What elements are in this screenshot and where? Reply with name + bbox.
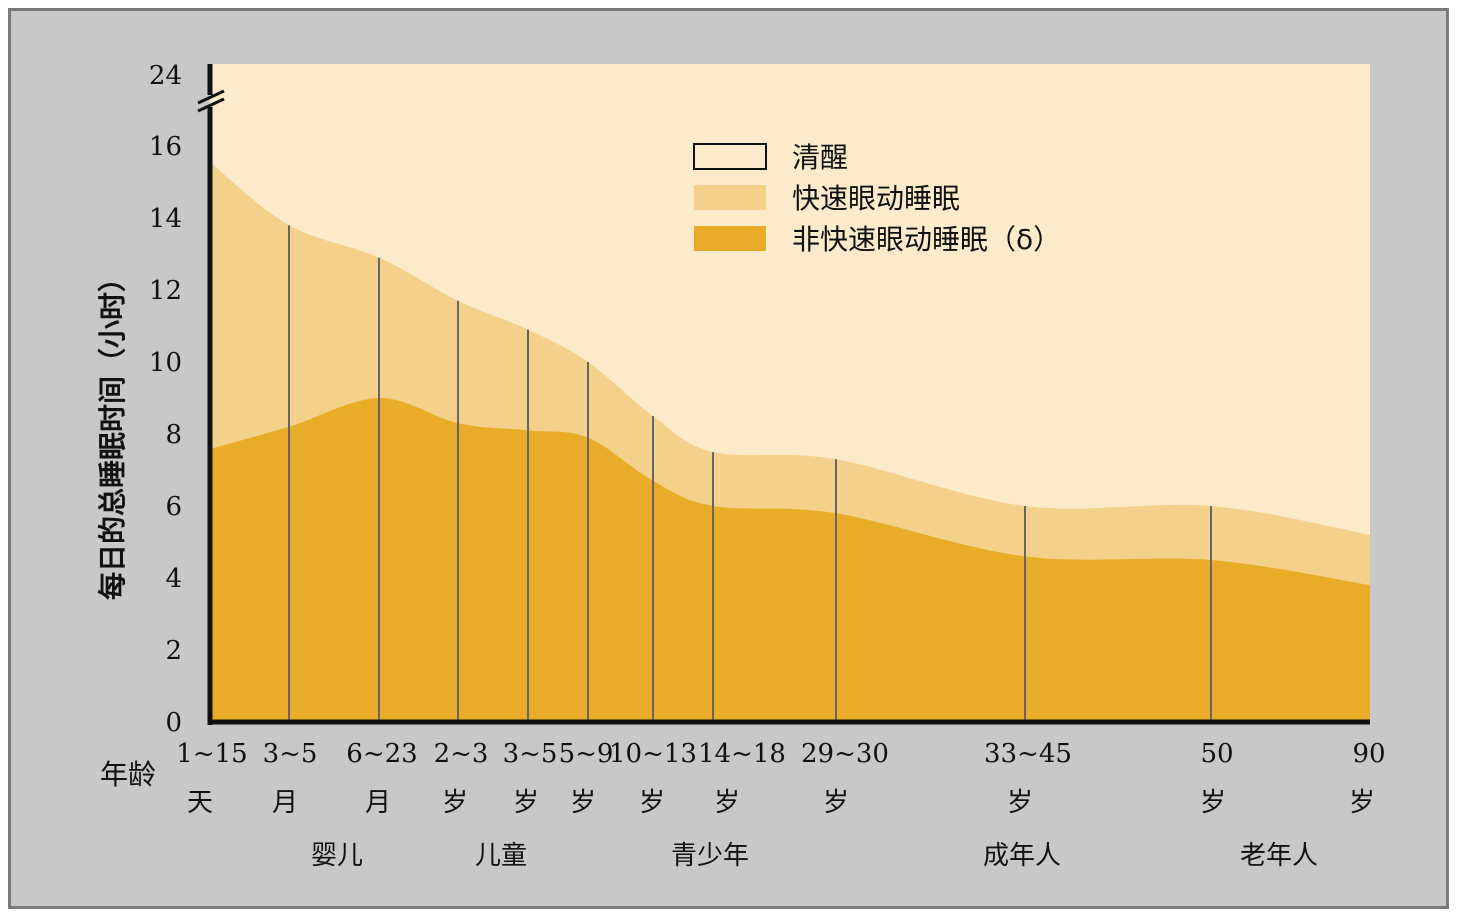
y-axis-title: 每日的总睡眠时间（小时） [96,264,129,600]
legend-swatch [694,226,766,251]
age-group-label: 青少年 [671,841,749,871]
x-tick-unit: 天 [187,788,213,818]
y-tick-label: 16 [149,132,182,162]
x-tick-label: 33~45 [984,739,1072,769]
x-tick-unit: 月 [272,788,298,818]
y-tick-label: 24 [149,61,182,91]
x-tick-label: 29~30 [801,739,889,769]
y-tick-label: 2 [165,636,182,666]
x-tick-label: 3~5 [503,739,558,769]
x-tick-unit: 岁 [714,788,740,818]
y-tick-label: 14 [149,204,182,234]
x-tick-unit: 岁 [1200,788,1226,818]
x-tick-label: 90 [1352,739,1385,769]
x-tick-label: 50 [1200,739,1233,769]
x-axis-title: 年龄 [100,758,156,791]
y-tick-label: 8 [165,420,182,450]
legend-swatch [693,143,767,170]
age-group-label: 儿童 [475,841,527,871]
x-tick-unit: 月 [365,788,391,818]
axes [197,64,1370,725]
area-nrem-sleep [212,397,1370,722]
x-tick-unit: 岁 [823,788,849,818]
y-tick-label: 12 [149,276,182,306]
age-group-labels: 婴儿 儿童 青少年 成年人 老年人 [311,841,1318,871]
x-tick-label: 5~9 [559,739,614,769]
x-tick-label: 1~15 [176,739,247,769]
x-tick-label: 10~13 [609,739,697,769]
x-tick-unit: 岁 [513,788,539,818]
legend-swatch [694,185,766,210]
x-tick-label: 3~5 [263,739,318,769]
x-tick-unit: 岁 [442,788,468,818]
age-group-label: 老年人 [1240,841,1318,871]
legend-label: 清醒 [792,141,848,174]
age-group-label: 成年人 [983,841,1061,871]
x-tick-label: 2~3 [434,739,489,769]
x-tick-unit: 岁 [1349,788,1375,818]
axis-break-mark [197,89,225,113]
x-tick-unit: 岁 [639,788,665,818]
legend-label: 非快速眼动睡眠（δ） [792,223,1061,256]
y-tick-label: 6 [165,492,182,522]
legend-label: 快速眼动睡眠 [792,182,960,215]
age-group-label: 婴儿 [311,841,363,871]
category-dividers [288,225,1212,722]
y-tick-label: 4 [165,564,182,594]
y-tick-label: 10 [149,348,182,378]
x-tick-label: 6~23 [346,739,417,769]
x-tick-labels: 1~15 天 3~5 月 6~23 月 2~3 岁 3~5 岁 5~9 岁 10~13 岁 14~18 岁 29… [176,739,1385,818]
x-tick-label: 14~18 [698,739,786,769]
x-tick-unit: 岁 [1007,788,1033,818]
x-tick-unit: 岁 [570,788,596,818]
y-tick-label: 0 [165,708,182,738]
